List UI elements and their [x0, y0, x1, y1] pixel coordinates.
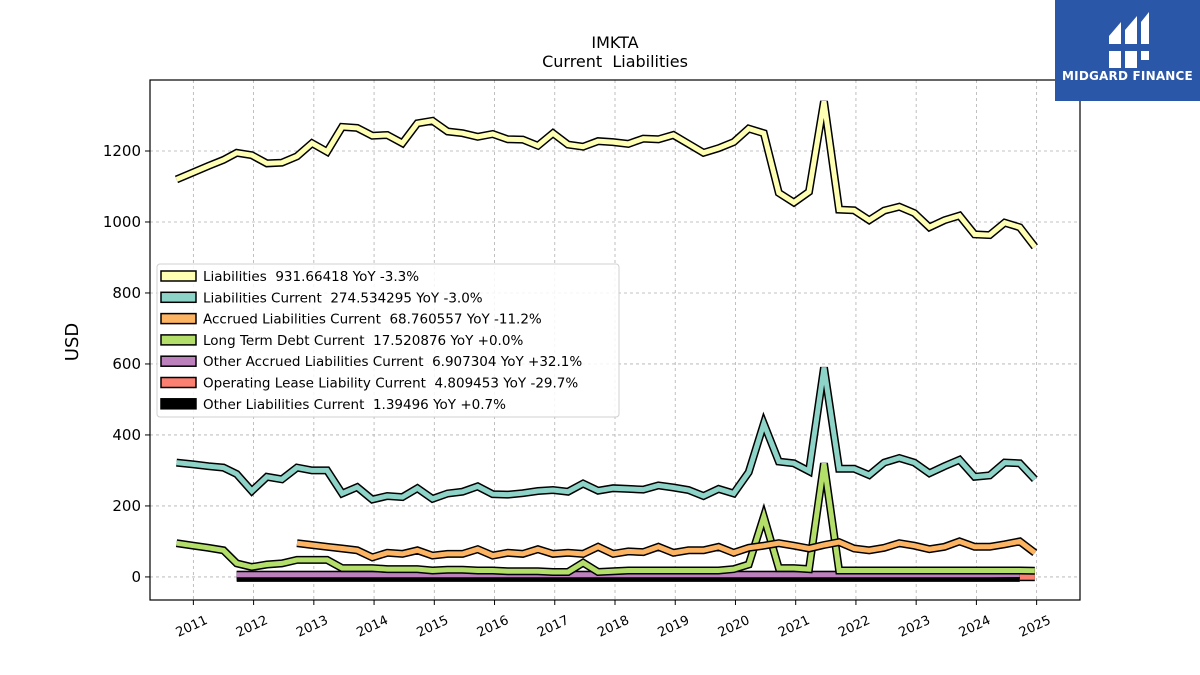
series-line — [296, 538, 1037, 561]
legend-box — [156, 263, 620, 418]
y-tick-label: 0 — [131, 568, 141, 586]
x-tick-label: 2016 — [475, 613, 511, 641]
chart-title: IMKTA — [591, 33, 638, 52]
legend-entry: Accrued Liabilities Current 68.760557 Yo… — [203, 312, 542, 328]
y-tick-label: 1000 — [103, 213, 141, 231]
logo-mark-icon — [1107, 12, 1151, 68]
chart-subtitle: Current Liabilities — [542, 52, 688, 71]
brand-logo: MIDGARD FINANCE — [1055, 0, 1200, 101]
x-axis: 2011 2012 2013 2014 2015 2016 2017 2018 2019 2020… — [174, 600, 1053, 641]
legend: Liabilities 931.66418 YoY -3.3% Liabiliti… — [156, 263, 620, 418]
legend-swatch — [160, 291, 197, 304]
x-tick-label: 2018 — [595, 613, 631, 641]
x-tick-label: 2025 — [1017, 613, 1053, 641]
y-tick-label: 800 — [112, 284, 141, 302]
legend-swatch — [160, 312, 197, 325]
x-tick-label: 2021 — [776, 613, 812, 641]
x-tick-label: 2011 — [174, 613, 210, 641]
series-line — [175, 100, 1037, 249]
y-axis: 0 200 400 600 800 1000 1200 — [103, 142, 150, 586]
series-outline — [174, 100, 1038, 250]
y-tick-label: 1200 — [103, 142, 141, 160]
y-tick-label: 400 — [112, 426, 141, 444]
legend-swatch — [160, 376, 197, 389]
x-tick-label: 2015 — [415, 613, 451, 641]
legend-entry: Liabilities Current 274.534295 YoY -3.0% — [203, 290, 483, 306]
legend-entry: Long Term Debt Current 17.520876 YoY +0.… — [203, 333, 523, 349]
legend-swatch — [160, 270, 197, 282]
y-axis-label: USD — [62, 323, 83, 361]
legend-swatch — [160, 398, 197, 410]
x-tick-label: 2013 — [294, 613, 330, 641]
series-group — [174, 100, 1038, 582]
logo-text: MIDGARD FINANCE — [1062, 69, 1193, 83]
x-tick-label: 2023 — [897, 613, 933, 641]
x-tick-label: 2014 — [354, 613, 390, 641]
x-tick-label: 2020 — [716, 613, 752, 641]
y-tick-label: 200 — [112, 497, 141, 515]
x-tick-label: 2019 — [656, 613, 692, 641]
legend-entry: Other Accrued Liabilities Current 6.9073… — [203, 354, 582, 370]
legend-swatch — [160, 355, 197, 367]
x-tick-label: 2012 — [234, 613, 270, 641]
legend-entry: Liabilities 931.66418 YoY -3.3% — [203, 269, 419, 285]
series-line — [176, 367, 1037, 503]
y-tick-label: 600 — [112, 355, 141, 373]
x-tick-label: 2017 — [535, 613, 571, 641]
legend-swatch — [160, 334, 197, 346]
legend-entry: Operating Lease Liability Current 4.8094… — [203, 376, 578, 392]
series-outline — [175, 462, 1035, 577]
legend-entry: Other Liabilities Current 1.39496 YoY +0… — [203, 397, 506, 413]
series-line — [176, 462, 1035, 575]
x-tick-label: 2022 — [836, 613, 872, 641]
x-tick-label: 2024 — [957, 613, 993, 641]
